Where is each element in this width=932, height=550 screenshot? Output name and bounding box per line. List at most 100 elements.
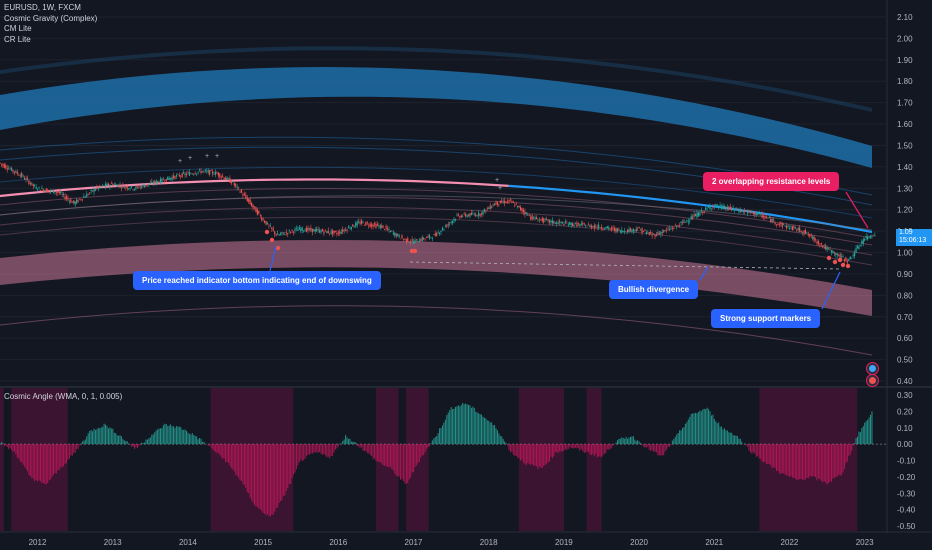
candle-body — [478, 212, 480, 216]
flag-icon[interactable] — [866, 374, 879, 387]
histogram-bar — [528, 444, 530, 464]
callout-bullish-divergence: Bullish divergence — [609, 280, 699, 299]
histogram-bar — [635, 441, 637, 445]
histogram-bar — [303, 444, 305, 461]
candle-body — [738, 211, 740, 212]
support-marker — [826, 255, 832, 261]
histogram-bar — [93, 428, 95, 445]
candle-body — [580, 223, 582, 225]
histogram-bar — [44, 444, 46, 485]
candle-body — [654, 234, 656, 237]
histogram-bar — [822, 444, 824, 483]
indicator-label-cr-lite[interactable]: CR Lite — [4, 34, 31, 44]
histogram-bar — [319, 444, 321, 453]
histogram-bar — [265, 444, 267, 516]
histogram-bar — [18, 444, 20, 459]
candle-body — [480, 213, 483, 215]
symbol-title[interactable]: EURUSD, 1W, FXCM — [4, 3, 81, 12]
histogram-bar — [405, 444, 407, 484]
candle-body — [599, 227, 601, 229]
histogram-bar — [232, 444, 234, 470]
time-axis-label: 2016 — [329, 538, 347, 547]
candle-body — [712, 206, 714, 208]
histogram-bar — [738, 438, 740, 445]
candle-body — [635, 228, 637, 232]
candle-body — [794, 226, 796, 228]
histogram-bar — [829, 444, 831, 482]
candle-body — [269, 226, 272, 227]
candle-body — [178, 175, 180, 177]
histogram-bar — [684, 423, 686, 445]
indicator-label-cm-lite[interactable]: CM Lite — [4, 24, 32, 33]
cross-marker: + — [498, 185, 502, 192]
indicator-pane-title[interactable]: Cosmic Angle (WMA, 0, 1, 0.005) — [4, 392, 123, 401]
candle-body — [851, 257, 853, 259]
histogram-bar — [375, 444, 377, 462]
price-axis-label: 0.50 — [897, 356, 913, 365]
histogram-bar — [407, 444, 409, 483]
support-marker — [269, 237, 275, 243]
candle-body — [621, 229, 623, 233]
histogram-bar — [603, 444, 605, 454]
candle-body — [440, 230, 442, 233]
histogram-bar — [70, 444, 72, 456]
histogram-bar — [366, 444, 368, 454]
candle-body — [486, 208, 488, 209]
candle-body — [277, 233, 279, 235]
candle-body — [355, 222, 357, 227]
histogram-bar — [612, 444, 614, 446]
histogram-bar — [135, 444, 137, 448]
candle-body — [524, 211, 526, 215]
histogram-bar — [115, 433, 117, 445]
histogram-bar — [220, 444, 222, 457]
histogram-bar — [501, 436, 503, 445]
histogram-bar — [553, 444, 555, 457]
candle-body — [449, 222, 451, 224]
histogram-bar — [476, 412, 478, 445]
candle-body — [324, 229, 326, 231]
candle-body — [566, 222, 568, 224]
histogram-bar — [31, 444, 33, 479]
histogram-bar — [658, 444, 660, 456]
arrow-indicator-bottom — [269, 245, 277, 272]
histogram-bar — [229, 444, 231, 466]
histogram-bar — [559, 444, 561, 452]
histogram-bar — [420, 444, 422, 458]
histogram-bar — [251, 444, 253, 501]
histogram-bar — [197, 439, 199, 445]
histogram-bar — [540, 444, 542, 468]
candle-body — [226, 177, 228, 180]
histogram-bar — [242, 444, 244, 484]
guide-line — [0, 216, 873, 266]
candle-body — [248, 198, 250, 202]
candle-body — [803, 230, 805, 234]
candle-body — [865, 236, 867, 239]
candle-body — [9, 168, 11, 170]
histogram-bar — [226, 444, 228, 462]
candle-body — [493, 203, 496, 206]
histogram-bar — [447, 412, 449, 445]
candle-body — [144, 185, 146, 188]
candle-body — [540, 219, 542, 220]
histogram-bar — [89, 431, 91, 445]
candle-body — [232, 181, 234, 183]
candle-body — [615, 228, 617, 232]
candle-body — [224, 178, 227, 180]
candle-body — [356, 221, 358, 226]
candle-body — [525, 212, 527, 214]
histogram-bar — [550, 444, 552, 457]
histogram-bar — [343, 439, 345, 445]
price-axis-label: 0.40 — [897, 377, 913, 386]
candle-body — [832, 251, 834, 254]
histogram-bar — [598, 444, 600, 457]
candle-body — [271, 227, 273, 230]
indicator-label-cosmic-gravity[interactable]: Cosmic Gravity (Complex) — [4, 13, 98, 23]
candle-body — [509, 199, 512, 201]
candle-body — [742, 210, 744, 213]
histogram-bar — [631, 436, 633, 445]
histogram-bar — [310, 444, 312, 454]
candle-body — [823, 246, 825, 248]
histogram-bar — [817, 444, 819, 479]
histogram-bar — [710, 415, 712, 445]
